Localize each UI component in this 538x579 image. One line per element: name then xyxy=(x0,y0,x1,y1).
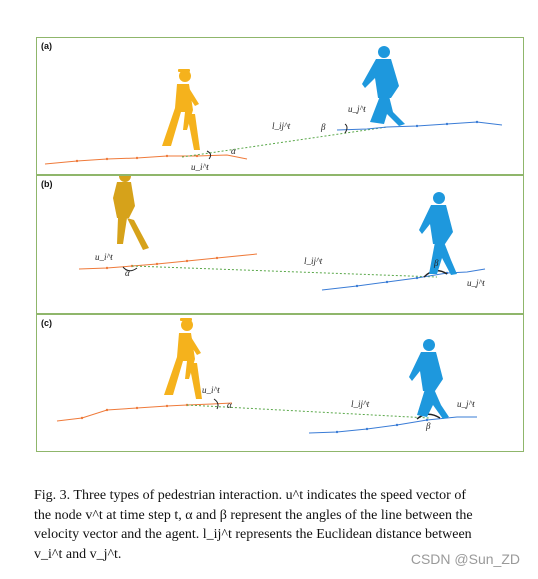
trajectory-i xyxy=(56,402,233,422)
panel-label: (a) xyxy=(41,41,52,51)
distance-line xyxy=(131,265,438,278)
panel-c: (c) α β u_i^t u_j^t l_ij^ xyxy=(36,314,524,452)
trajectory-j xyxy=(321,268,486,291)
u-j-label: u_j^t xyxy=(457,399,475,409)
pedestrian-i-icon xyxy=(162,69,200,150)
distance-line xyxy=(181,126,388,158)
caption-line: the node v^t at time step t, α and β rep… xyxy=(34,507,473,523)
pedestrian-j-icon xyxy=(362,46,405,126)
trajectory-i xyxy=(44,154,248,165)
caption-line: v_i^t and v_j^t. xyxy=(34,546,122,562)
u-j-label: u_j^t xyxy=(348,104,366,114)
pedestrian-i-icon xyxy=(113,176,149,250)
interaction-diagram xyxy=(78,176,486,291)
beta-label: β xyxy=(321,122,326,132)
pedestrian-i-icon xyxy=(164,318,202,399)
panel-b: (b) α β u_i^t u_j^t l_ij^t xyxy=(36,175,524,314)
pedestrian-j-icon xyxy=(419,192,457,275)
beta-label: β xyxy=(426,421,431,431)
pedestrian-j-icon xyxy=(409,339,449,419)
l-ij-label: l_ij^t xyxy=(351,399,370,409)
distance-line xyxy=(186,404,430,419)
panel-label: (b) xyxy=(41,179,53,189)
trajectory-j xyxy=(308,416,477,434)
trajectory-j xyxy=(336,121,503,131)
interaction-diagram xyxy=(44,46,503,165)
alpha-label: α xyxy=(231,146,236,156)
caption-line: velocity vector and the agent. l_ij^t re… xyxy=(34,527,472,542)
u-j-label: u_j^t xyxy=(467,278,485,288)
alpha-label: α xyxy=(125,268,130,278)
u-i-label: u_i^t xyxy=(95,252,113,262)
panel-label: (c) xyxy=(41,318,52,328)
u-i-label: u_i^t xyxy=(202,385,220,395)
watermark: CSDN @Sun_ZD xyxy=(410,551,520,567)
u-i-label: u_i^t xyxy=(191,162,209,172)
l-ij-label: l_ij^t xyxy=(272,121,291,131)
interaction-diagram xyxy=(56,318,477,434)
alpha-label: α xyxy=(227,400,232,410)
beta-label: β xyxy=(434,258,439,268)
panel-a: (a) α β u_i^t xyxy=(36,37,524,175)
figure-caption: Fig. 3. Three types of pedestrian intera… xyxy=(34,486,524,564)
l-ij-label: l_ij^t xyxy=(304,256,323,266)
caption-line: Fig. 3. Three types of pedestrian intera… xyxy=(34,488,467,503)
